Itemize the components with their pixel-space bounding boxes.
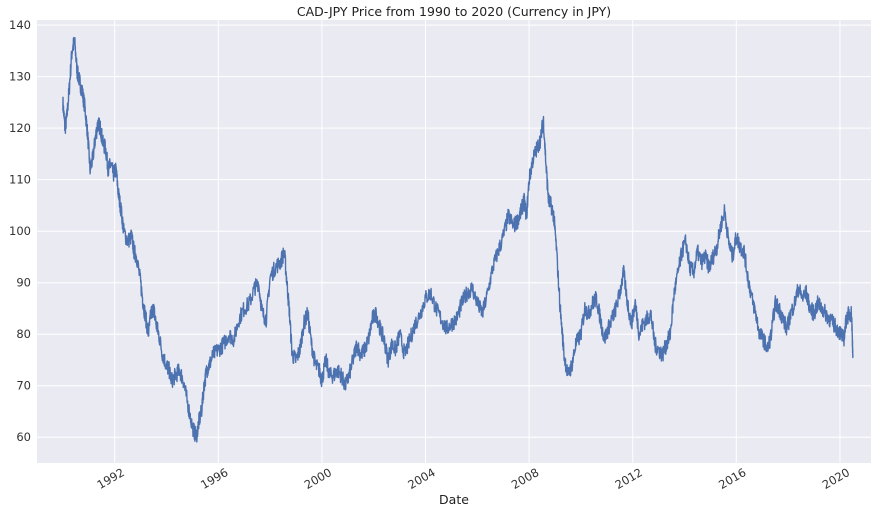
series-layer: [62, 36, 854, 443]
x-tick-label: 2004: [405, 465, 437, 492]
y-tick-label: 60: [16, 430, 31, 444]
x-tick-label: 1996: [198, 465, 230, 492]
x-tick-label: 1992: [95, 465, 127, 492]
y-tick-label: 110: [9, 173, 31, 187]
x-axis-ticks: 1992 1996 2000 2004 2008 2012 2016 2020: [95, 465, 853, 492]
y-tick-label: 70: [16, 379, 31, 393]
x-tick-label: 2008: [509, 465, 541, 492]
chart-title: CAD-JPY Price from 1990 to 2020 (Currenc…: [297, 4, 611, 19]
x-tick-label: 2012: [613, 465, 645, 492]
x-tick-label: 2000: [302, 465, 334, 492]
y-tick-label: 120: [9, 121, 31, 135]
y-tick-label: 100: [9, 224, 31, 238]
y-axis-ticks: 60 70 80 90 100 110 120 130 140: [9, 18, 31, 444]
x-tick-label: 2016: [716, 465, 748, 492]
x-axis-label: Date: [439, 492, 469, 507]
plot-area: [37, 20, 871, 463]
x-tick-label: 2020: [820, 465, 852, 492]
grid-lines: [37, 20, 871, 463]
y-tick-label: 80: [16, 327, 31, 341]
y-tick-label: 140: [9, 18, 31, 32]
series-line-cad-jpy: [62, 36, 854, 443]
y-tick-label: 90: [16, 276, 31, 290]
y-tick-label: 130: [9, 70, 31, 84]
